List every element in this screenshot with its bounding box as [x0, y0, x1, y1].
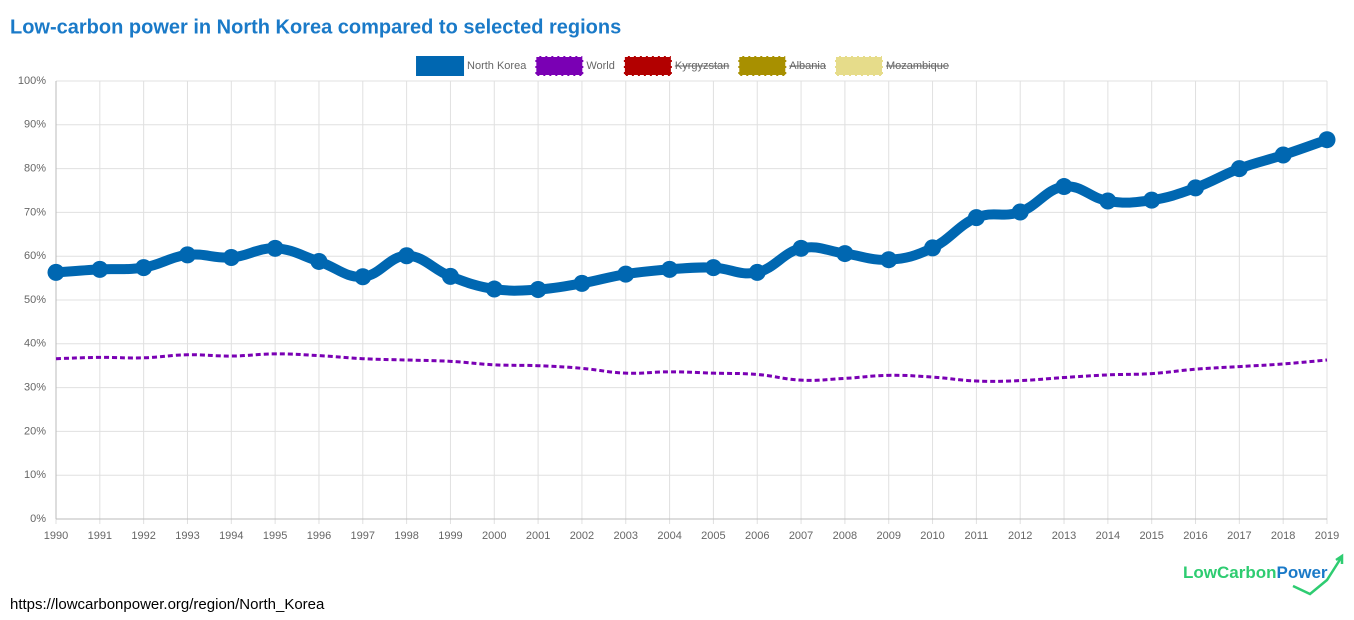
data-point — [47, 263, 65, 281]
legend-label: North Korea — [467, 60, 527, 72]
data-point — [1143, 191, 1161, 209]
x-tick-label: 1993 — [175, 530, 199, 542]
data-point — [748, 263, 766, 281]
x-tick-label: 2002 — [570, 530, 594, 542]
data-point — [617, 265, 635, 283]
legend-swatch — [416, 56, 465, 76]
legend-swatch — [534, 55, 585, 77]
x-tick-label: 2016 — [1183, 530, 1207, 542]
logo-left: LowCarbon — [1183, 563, 1277, 582]
x-tick-label: 2003 — [614, 530, 638, 542]
data-point — [178, 246, 196, 264]
x-tick-label: 2008 — [833, 530, 857, 542]
x-tick-label: 2015 — [1139, 530, 1163, 542]
x-tick-label: 2019 — [1315, 530, 1339, 542]
series-line — [55, 134, 1329, 296]
data-point — [1187, 179, 1205, 197]
data-point — [661, 260, 679, 278]
x-tick-label: 1995 — [263, 530, 287, 542]
y-tick-label: 90% — [24, 119, 46, 131]
chart-title: Low-carbon power in North Korea compared… — [10, 16, 621, 38]
y-tick-label: 40% — [24, 338, 46, 350]
x-tick-label: 1999 — [438, 530, 462, 542]
data-point — [836, 245, 854, 263]
data-point — [441, 267, 459, 285]
data-point — [266, 239, 284, 257]
legend-swatch — [833, 55, 884, 77]
y-tick-label: 100% — [18, 75, 46, 87]
x-tick-label: 2004 — [657, 530, 681, 542]
x-tick-label: 2001 — [526, 530, 550, 542]
data-point — [222, 249, 240, 267]
data-point — [1274, 146, 1292, 164]
y-tick-label: 70% — [24, 206, 46, 218]
x-tick-label: 2017 — [1227, 530, 1251, 542]
y-tick-label: 30% — [24, 382, 46, 394]
legend: North Korea World Kyrgyzstan Albania Mozambi… — [416, 55, 949, 77]
data-point — [398, 247, 416, 265]
legend-label: World — [586, 60, 615, 72]
x-tick-label: 1994 — [219, 530, 243, 542]
data-point — [1230, 160, 1248, 178]
data-point — [135, 259, 153, 277]
data-point — [704, 259, 722, 277]
data-point — [485, 280, 503, 298]
y-tick-label: 60% — [24, 250, 46, 262]
x-tick-label: 2007 — [789, 530, 813, 542]
data-point — [792, 239, 810, 257]
source-url: https://lowcarbonpower.org/region/North_… — [10, 596, 325, 613]
x-tick-label: 2000 — [482, 530, 506, 542]
logo-right: Power — [1277, 563, 1328, 582]
y-tick-label: 0% — [30, 513, 46, 525]
x-tick-label: 1997 — [351, 530, 375, 542]
x-tick-label: 1992 — [131, 530, 155, 542]
y-tick-label: 20% — [24, 425, 46, 437]
x-tick-label: 2006 — [745, 530, 769, 542]
legend-swatch — [737, 55, 788, 77]
data-point — [967, 209, 985, 227]
x-tick-label: 1996 — [307, 530, 331, 542]
x-tick-label: 2005 — [701, 530, 725, 542]
logo-arrow — [1292, 557, 1343, 596]
data-point — [573, 274, 591, 292]
series-line — [55, 352, 1328, 383]
legend-swatch — [622, 55, 673, 77]
y-tick-label: 80% — [24, 163, 46, 175]
data-point — [1099, 192, 1117, 210]
logo-arrowhead — [1335, 553, 1344, 564]
x-tick-label: 2018 — [1271, 530, 1295, 542]
y-tick-label: 50% — [24, 294, 46, 306]
data-point — [1055, 178, 1073, 196]
data-point — [880, 251, 898, 269]
data-point — [1011, 203, 1029, 221]
x-tick-label: 2013 — [1052, 530, 1076, 542]
x-tick-label: 1991 — [88, 530, 112, 542]
data-point — [924, 239, 942, 257]
x-tick-label: 1998 — [394, 530, 418, 542]
data-point — [529, 280, 547, 298]
x-tick-label: 2014 — [1096, 530, 1120, 542]
x-tick-label: 2012 — [1008, 530, 1032, 542]
x-tick-label: 2009 — [876, 530, 900, 542]
data-point — [354, 268, 372, 286]
data-point — [1318, 131, 1336, 149]
data-point — [91, 260, 109, 278]
x-tick-label: 1990 — [44, 530, 68, 542]
y-tick-label: 10% — [24, 469, 46, 481]
data-point — [310, 252, 328, 270]
x-tick-label: 2010 — [920, 530, 944, 542]
logo: LowCarbonPower — [1183, 563, 1328, 582]
x-tick-label: 2011 — [965, 530, 989, 542]
